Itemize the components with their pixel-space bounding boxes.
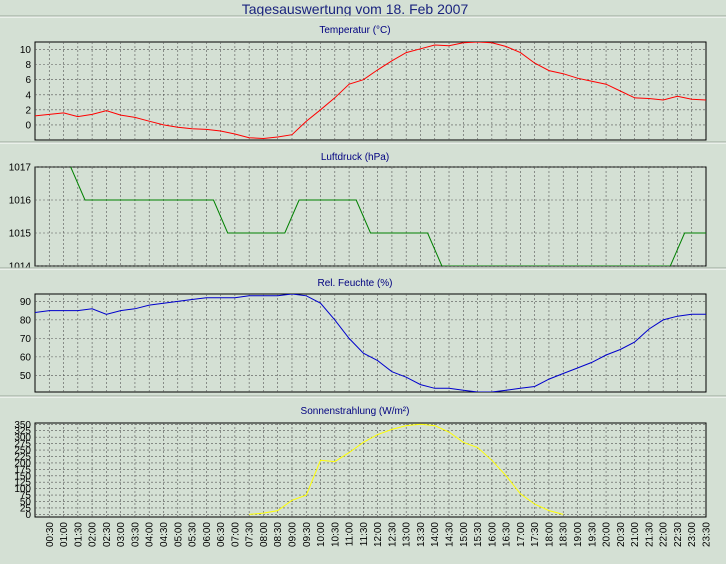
x-tick-label: 13:00 xyxy=(402,522,413,547)
x-tick-label: 21:30 xyxy=(644,522,655,547)
y-tick-label: 1017 xyxy=(9,163,32,174)
x-tick-label: 21:00 xyxy=(630,522,641,547)
y-tick-label: 50 xyxy=(20,497,32,508)
x-tick-label: 23:00 xyxy=(687,522,698,547)
series-line xyxy=(35,294,706,392)
y-tick-label: 8 xyxy=(25,60,31,71)
y-tick-label: 80 xyxy=(20,315,32,326)
series-line xyxy=(70,167,706,266)
plot-area xyxy=(34,293,707,393)
x-tick-label: 11:30 xyxy=(359,522,370,547)
y-tick-label: 350 xyxy=(14,420,31,431)
y-tick-label: 300 xyxy=(14,433,31,444)
y-tick-label: 1015 xyxy=(9,229,32,240)
x-tick-label: 00:30 xyxy=(45,522,56,547)
x-tick-label: 09:30 xyxy=(302,522,313,547)
plot-area xyxy=(34,166,707,267)
x-tick-label: 06:00 xyxy=(202,522,213,547)
y-tick-label: 250 xyxy=(14,446,31,457)
x-tick-label: 10:30 xyxy=(330,522,341,547)
panel-title: Luftdruck (hPa) xyxy=(321,152,389,163)
y-tick-label: 50 xyxy=(20,371,32,382)
x-tick-label: 12:30 xyxy=(387,522,398,547)
y-tick-label: 70 xyxy=(20,334,32,345)
y-tick-label: 175 xyxy=(14,465,31,476)
chart-panel-4: Sonnenstrahlung (W/m²) 025507510012515017… xyxy=(0,395,726,521)
x-tick-label: 19:00 xyxy=(573,522,584,547)
y-tick-label: 4 xyxy=(25,90,31,101)
x-tick-label: 15:00 xyxy=(459,522,470,547)
x-tick-label: 03:30 xyxy=(130,522,141,547)
panel-title: Temperatur (°C) xyxy=(319,25,390,36)
y-tick-label: 25 xyxy=(20,503,32,514)
x-tick-label: 06:30 xyxy=(216,522,227,547)
x-tick-label: 10:00 xyxy=(316,522,327,547)
x-tick-label: 16:00 xyxy=(487,522,498,547)
x-tick-label: 07:30 xyxy=(245,522,256,547)
x-tick-label: 22:00 xyxy=(659,522,670,547)
x-tick-label: 09:00 xyxy=(287,522,298,547)
x-tick-label: 02:30 xyxy=(102,522,113,547)
x-tick-label: 07:00 xyxy=(230,522,241,547)
y-tick-label: 1014 xyxy=(9,262,32,273)
x-tick-label: 15:30 xyxy=(473,522,484,547)
y-tick-label: 10 xyxy=(20,45,32,56)
chart-panel-1: Temperatur (°C) 0 2 4 6 8 10 xyxy=(0,15,726,141)
x-tick-label: 17:00 xyxy=(516,522,527,547)
x-tick-label: 17:30 xyxy=(530,522,541,547)
series-line xyxy=(35,42,706,140)
x-tick-label: 08:00 xyxy=(259,522,270,547)
chart-panels: Temperatur (°C) 0 2 4 6 8 10 Luftdruck (hPa) 101… xyxy=(0,15,726,521)
x-tick-label: 22:30 xyxy=(673,522,684,547)
x-tick-label: 05:30 xyxy=(188,522,199,547)
x-tick-label: 05:00 xyxy=(173,522,184,547)
chart-panel-3: Rel. Feuchte (%) 50 60 70 80 90 xyxy=(0,267,726,393)
x-tick-label: 16:30 xyxy=(502,522,513,547)
panel-title: Sonnenstrahlung (W/m²) xyxy=(301,406,410,417)
y-tick-label: 0 xyxy=(25,510,31,521)
panel-title: Rel. Feuchte (%) xyxy=(317,278,392,289)
x-tick-label: 18:00 xyxy=(544,522,555,547)
x-tick-label: 12:00 xyxy=(373,522,384,547)
x-tick-label: 01:30 xyxy=(73,522,84,547)
x-tick-label: 14:00 xyxy=(430,522,441,547)
x-tick-label: 03:00 xyxy=(116,522,127,547)
y-tick-label: 150 xyxy=(14,471,31,482)
x-tick-label: 19:30 xyxy=(587,522,598,547)
x-tick-label: 18:30 xyxy=(559,522,570,547)
y-tick-label: 1016 xyxy=(9,196,32,207)
y-tick-label: 200 xyxy=(14,458,31,469)
y-tick-label: 125 xyxy=(14,478,31,489)
chart-panel-2: Luftdruck (hPa) 1014 1015 1016 1017 xyxy=(0,141,726,273)
x-tick-label: 23:30 xyxy=(702,522,713,547)
x-tick-label: 08:30 xyxy=(273,522,284,547)
x-tick-label: 02:00 xyxy=(88,522,99,547)
chart-title: Tagesauswertung vom 18. Feb 2007 xyxy=(242,1,469,17)
y-tick-label: 60 xyxy=(20,352,32,363)
y-tick-label: 325 xyxy=(14,426,31,437)
x-tick-label: 14:30 xyxy=(445,522,456,547)
x-tick-label: 20:00 xyxy=(602,522,613,547)
x-tick-label: 04:30 xyxy=(159,522,170,547)
series-line xyxy=(249,423,564,515)
y-tick-label: 6 xyxy=(25,75,31,86)
y-tick-label: 0 xyxy=(25,120,31,131)
x-axis-labels: 00:30 01:00 01:30 02:00 02:30 03:00 03:30 04:00… xyxy=(45,522,713,547)
y-tick-label: 275 xyxy=(14,439,31,450)
y-tick-label: 2 xyxy=(25,105,31,116)
x-tick-label: 01:00 xyxy=(59,522,70,547)
y-tick-label: 90 xyxy=(20,297,32,308)
y-tick-label: 75 xyxy=(20,491,32,502)
plot-area xyxy=(34,41,707,141)
x-tick-label: 13:30 xyxy=(416,522,427,547)
y-tick-label: 225 xyxy=(14,452,31,463)
x-tick-label: 04:00 xyxy=(145,522,156,547)
x-tick-label: 20:30 xyxy=(616,522,627,547)
y-tick-label: 100 xyxy=(14,484,31,495)
x-tick-label: 11:00 xyxy=(345,522,356,547)
